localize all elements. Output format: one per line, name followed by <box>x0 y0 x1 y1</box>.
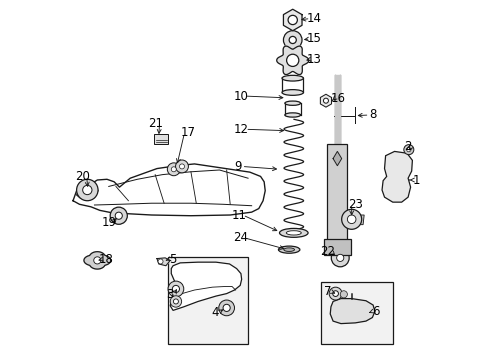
Text: 1: 1 <box>411 174 419 186</box>
Ellipse shape <box>283 248 294 251</box>
Circle shape <box>115 212 122 219</box>
Text: 20: 20 <box>76 170 90 183</box>
Circle shape <box>332 291 338 296</box>
Circle shape <box>82 185 92 195</box>
Bar <box>323 239 350 255</box>
Text: 23: 23 <box>347 198 362 211</box>
Text: 10: 10 <box>233 90 248 103</box>
Polygon shape <box>73 164 264 216</box>
Text: 9: 9 <box>234 160 242 173</box>
Circle shape <box>172 285 179 293</box>
Polygon shape <box>332 152 341 166</box>
Circle shape <box>323 98 328 103</box>
Ellipse shape <box>285 113 300 117</box>
Text: 18: 18 <box>98 253 113 266</box>
Text: 5: 5 <box>168 253 176 266</box>
Polygon shape <box>283 9 302 31</box>
Circle shape <box>175 160 188 173</box>
Circle shape <box>336 254 343 261</box>
Ellipse shape <box>285 101 300 105</box>
Text: 13: 13 <box>306 53 321 66</box>
Circle shape <box>110 207 127 224</box>
Bar <box>326 144 346 244</box>
Circle shape <box>179 164 184 169</box>
Bar <box>321 282 392 344</box>
Text: 21: 21 <box>148 117 163 130</box>
Circle shape <box>331 249 348 267</box>
Polygon shape <box>329 298 374 324</box>
Circle shape <box>406 148 410 152</box>
Ellipse shape <box>279 228 307 237</box>
Text: 8: 8 <box>368 108 376 121</box>
Text: 16: 16 <box>330 92 345 105</box>
Circle shape <box>158 259 163 264</box>
Text: 22: 22 <box>319 245 334 258</box>
Circle shape <box>223 304 230 311</box>
Text: 3: 3 <box>166 288 174 301</box>
Circle shape <box>94 257 101 264</box>
Text: 11: 11 <box>231 208 246 221</box>
Text: 14: 14 <box>306 12 321 25</box>
Text: 12: 12 <box>234 123 248 136</box>
Text: 6: 6 <box>371 305 379 318</box>
Polygon shape <box>77 180 98 198</box>
Polygon shape <box>84 252 110 269</box>
Circle shape <box>283 31 302 49</box>
Circle shape <box>341 209 361 229</box>
Polygon shape <box>320 94 331 107</box>
Polygon shape <box>381 152 411 202</box>
Circle shape <box>328 287 341 300</box>
Polygon shape <box>339 215 349 225</box>
Circle shape <box>173 299 178 304</box>
Ellipse shape <box>282 75 303 81</box>
Text: 24: 24 <box>233 231 248 244</box>
Polygon shape <box>157 258 170 266</box>
Circle shape <box>286 54 298 67</box>
Circle shape <box>168 281 183 297</box>
Circle shape <box>77 179 98 201</box>
Circle shape <box>170 296 181 307</box>
Circle shape <box>403 145 413 155</box>
Polygon shape <box>276 46 308 75</box>
Bar <box>154 134 168 144</box>
Circle shape <box>171 167 176 172</box>
Text: 7: 7 <box>323 285 330 298</box>
Ellipse shape <box>282 90 303 95</box>
Circle shape <box>218 300 234 316</box>
Bar <box>167 257 247 344</box>
Ellipse shape <box>285 231 301 235</box>
Circle shape <box>287 15 297 24</box>
Text: 15: 15 <box>306 32 321 45</box>
Polygon shape <box>170 262 241 310</box>
Text: 17: 17 <box>180 126 195 139</box>
Text: 4: 4 <box>211 306 219 319</box>
Ellipse shape <box>278 246 299 253</box>
Circle shape <box>288 36 296 44</box>
Circle shape <box>346 215 355 224</box>
Polygon shape <box>353 215 364 225</box>
Circle shape <box>167 163 180 176</box>
Circle shape <box>340 291 346 298</box>
Text: 19: 19 <box>102 216 117 229</box>
Text: 2: 2 <box>404 140 411 153</box>
